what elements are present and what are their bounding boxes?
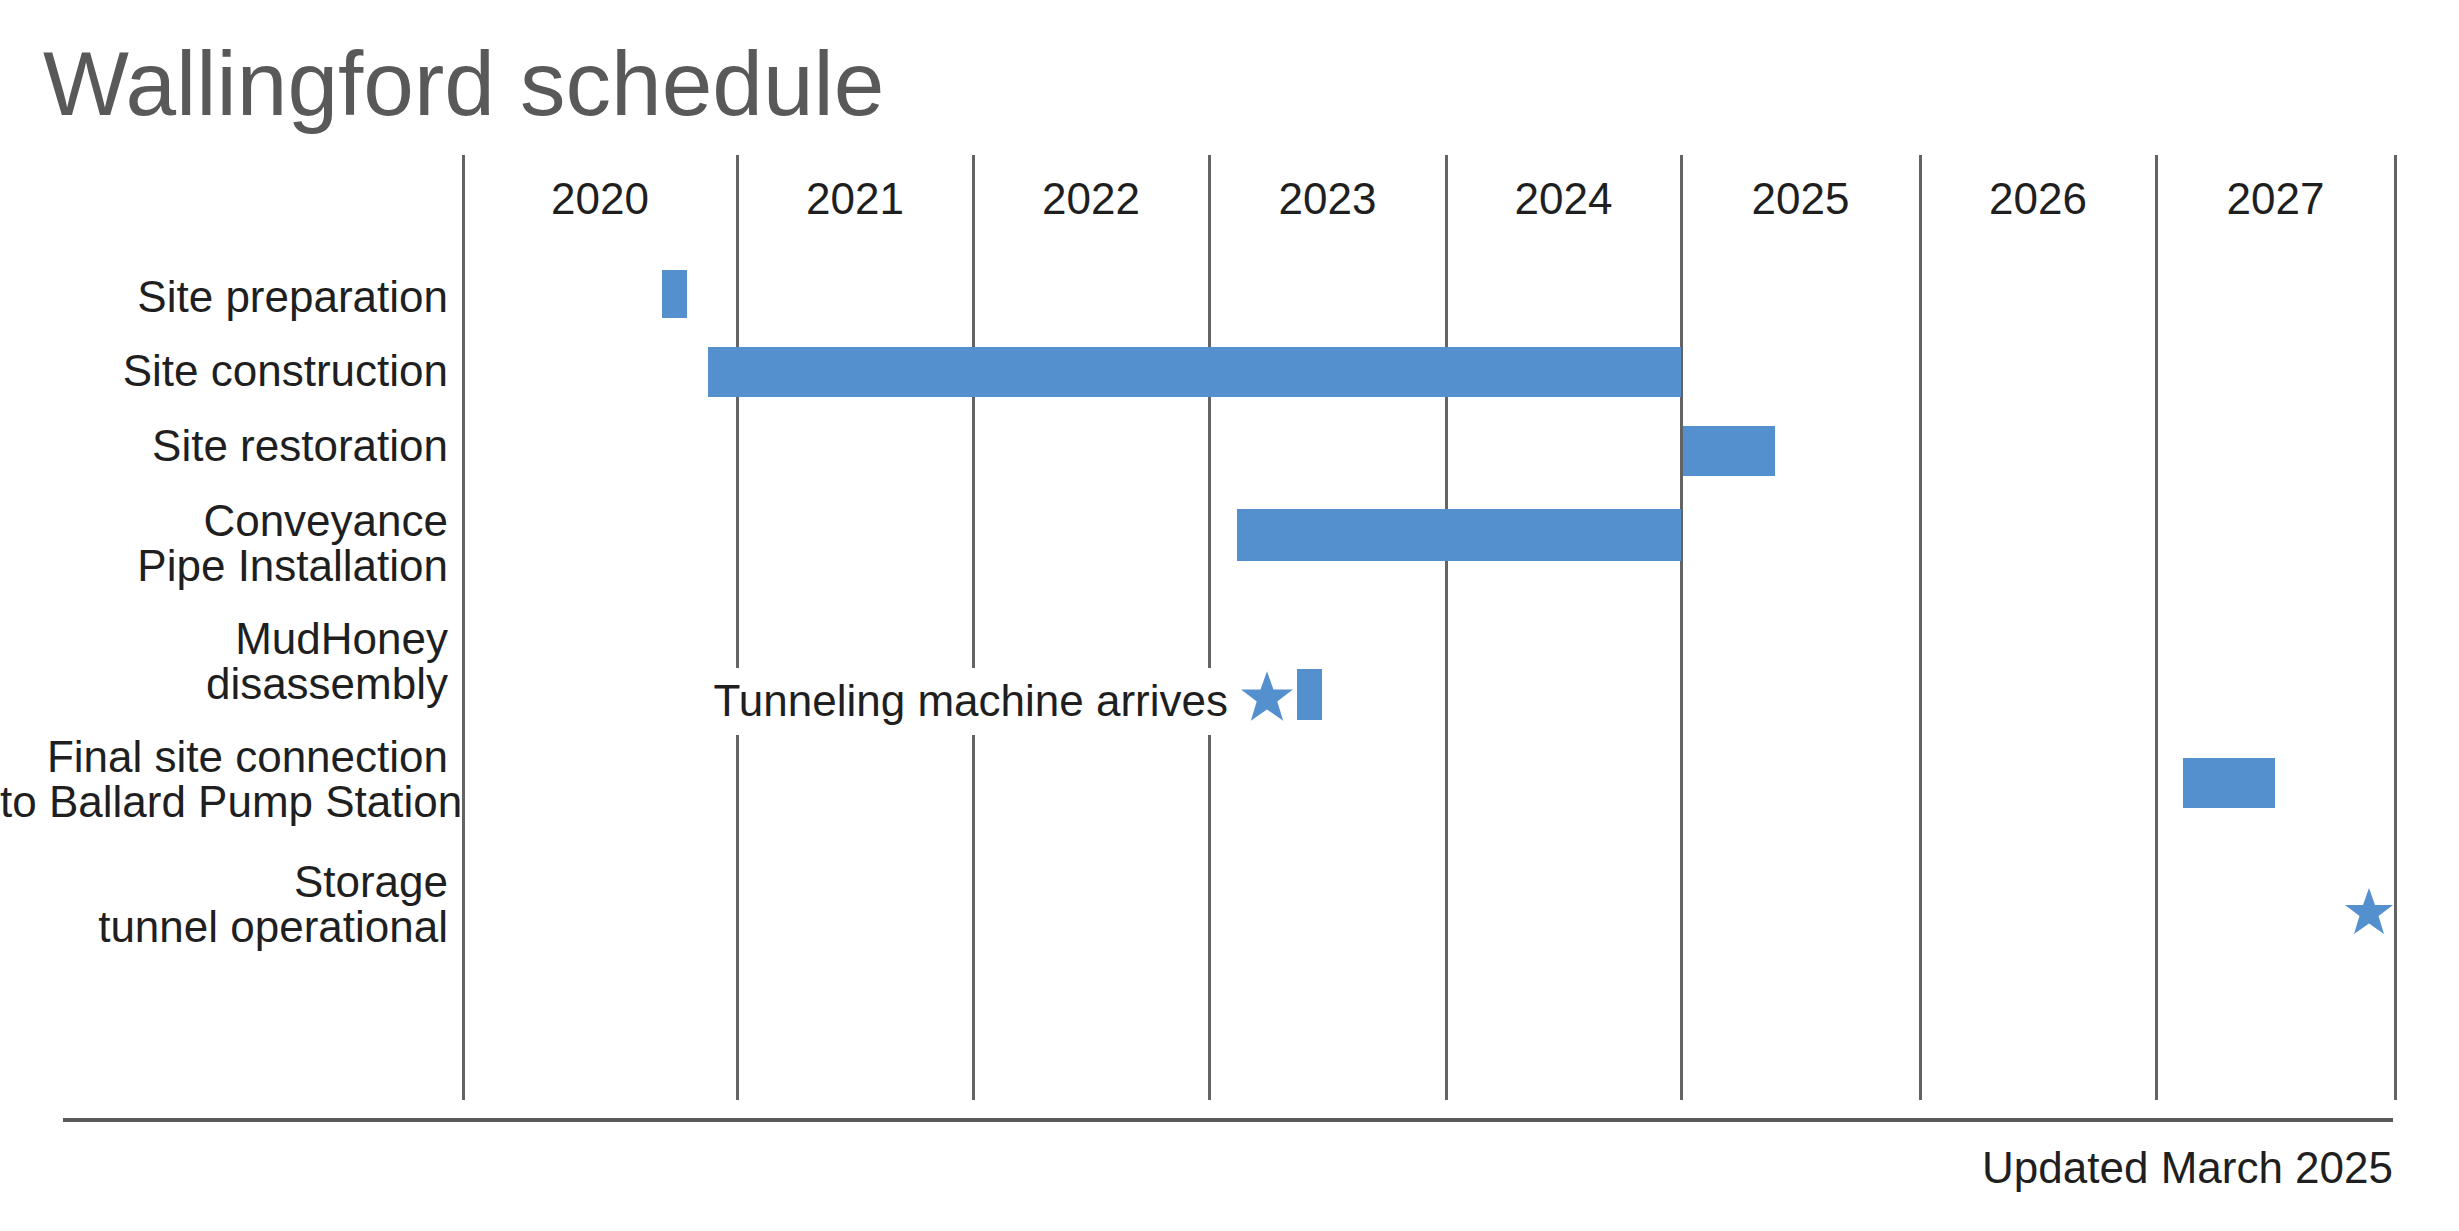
year-label: 2022 [1042,176,1140,221]
year-label: 2026 [1989,176,2087,221]
year-label: 2021 [806,176,904,221]
milestone-star-icon [1240,670,1294,722]
gantt-bar [1237,509,1681,561]
year-label: 2025 [1752,176,1850,221]
row-label: Site construction [0,348,448,393]
row-label-line: Storage [0,859,448,904]
row-label: Site preparation [0,274,448,319]
milestone-star-icon [2344,887,2394,935]
gantt-bar [2183,758,2275,808]
row-label-line: Pipe Installation [0,543,448,588]
vertical-gridline [1680,155,1683,1100]
row-label: Final site connectionto Ballard Pump Sta… [0,734,448,824]
vertical-gridline [462,155,465,1100]
row-label-line: disassembly [0,661,448,706]
bottom-axis-line [63,1118,2393,1122]
year-label: 2027 [2227,176,2325,221]
gantt-bar [1297,669,1322,720]
row-label: MudHoneydisassembly [0,616,448,706]
year-label: 2024 [1515,176,1613,221]
updated-note: Updated March 2025 [1982,1145,2393,1190]
gantt-bar [708,347,1681,397]
row-label-line: Final site connection [0,734,448,779]
row-label-line: Site construction [0,348,448,393]
vertical-gridline [972,155,975,1100]
row-label-line: MudHoney [0,616,448,661]
row-label-line: Site preparation [0,274,448,319]
vertical-gridline [1919,155,1922,1100]
gantt-chart: Wallingford schedule 2020 2021 2022 2023 202… [0,0,2459,1231]
vertical-gridline [1445,155,1448,1100]
vertical-gridline [1208,155,1211,1100]
row-label-line: to Ballard Pump Station [0,779,448,824]
row-label-line: Site restoration [0,423,448,468]
tunneling-annotation: Tunneling machine arrives [702,668,1240,735]
vertical-gridline [2155,155,2158,1100]
year-label: 2023 [1279,176,1377,221]
gantt-bar [662,270,687,318]
row-label: Storagetunnel operational [0,859,448,949]
row-label-line: Conveyance [0,498,448,543]
vertical-gridline [736,155,739,1100]
row-label-line: tunnel operational [0,904,448,949]
row-label: Site restoration [0,423,448,468]
vertical-gridline [2394,155,2397,1100]
page-title: Wallingford schedule [43,34,884,134]
year-label: 2020 [551,176,649,221]
gantt-bar [1683,426,1775,476]
row-label: ConveyancePipe Installation [0,498,448,588]
